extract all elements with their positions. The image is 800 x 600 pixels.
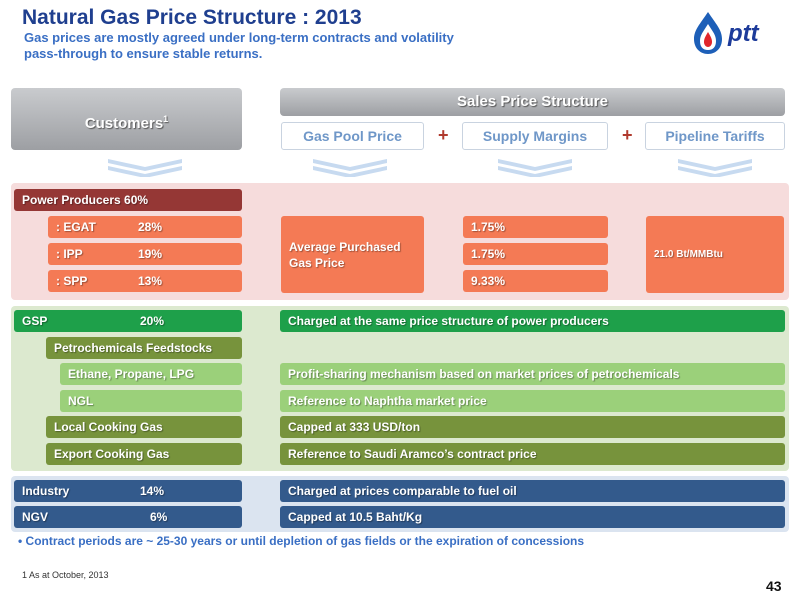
power-row-label: : SPP [56, 274, 88, 288]
footnote: 1 As at October, 2013 [22, 570, 109, 580]
pipeline-tariffs-header: Pipeline Tariffs [645, 122, 785, 150]
feedstock-ethane-desc: Profit-sharing mechanism based on market… [280, 363, 785, 385]
chevron-down-icon [313, 159, 387, 177]
power-row-pct: 13% [138, 274, 163, 288]
supply-margins-header: Supply Margins [462, 122, 608, 150]
page-title: Natural Gas Price Structure : 2013 [22, 6, 362, 29]
page-number: 43 [766, 578, 782, 594]
power-row-label: : EGAT [56, 220, 96, 234]
feedstock-ethane-propane-lpg: Ethane, Propane, LPG [60, 363, 242, 385]
ptt-logo: ptt [690, 10, 782, 56]
page-subtitle: Gas prices are mostly agreed under long-… [24, 30, 454, 61]
local-cooking-gas: Local Cooking Gas [46, 416, 242, 438]
bullet-icon: • [18, 534, 26, 548]
sales-price-structure-header: Sales Price Structure [280, 88, 785, 116]
petrochemicals-feedstocks: Petrochemicals Feedstocks [46, 337, 242, 359]
export-cooking-gas-desc: Reference to Saudi Aramco’s contract pri… [280, 443, 785, 465]
power-row-egat: : EGAT 28% [48, 216, 242, 238]
local-cooking-gas-desc: Capped at 333 USD/ton [280, 416, 785, 438]
ngv-pct: 6% [150, 510, 168, 524]
feedstock-ngl: NGL [60, 390, 242, 412]
plus-sign-2: + [622, 125, 633, 145]
chevron-down-icon [108, 159, 182, 177]
industry-row: Industry 14% [14, 480, 242, 502]
customers-footnote-mark: 1 [163, 114, 169, 124]
chevron-down-icon [678, 159, 752, 177]
ptt-flame-logo-icon [694, 12, 722, 54]
power-row-spp: : SPP 13% [48, 270, 242, 292]
customers-header-label: Customers [84, 115, 164, 132]
chevron-down-icon [498, 159, 572, 177]
power-row-pct: 28% [138, 220, 163, 234]
ngv-label: NGV [22, 510, 49, 524]
plus-sign-1: + [438, 125, 449, 145]
bullet-text: Contract periods are ~ 25-30 years or un… [25, 534, 585, 548]
gsp-pct: 20% [140, 314, 165, 328]
power-row-label: : IPP [56, 247, 83, 261]
supply-margin-ipp: 1.75% [463, 243, 608, 265]
power-producers-header: Power Producers 60% [14, 189, 242, 211]
ngv-desc: Capped at 10.5 Baht/Kg [280, 506, 785, 528]
gsp-desc: Charged at the same price structure of p… [280, 310, 785, 332]
power-row-pct: 19% [138, 247, 163, 261]
logo-text: ptt [728, 20, 759, 47]
ngv-row: NGV 6% [14, 506, 242, 528]
industry-label: Industry [22, 484, 70, 498]
supply-margin-spp: 9.33% [463, 270, 608, 292]
supply-margin-egat: 1.75% [463, 216, 608, 238]
industry-desc: Charged at prices comparable to fuel oil [280, 480, 785, 502]
customers-header: Customers1 [11, 88, 242, 150]
average-purchased-gas-price: Average Purchased Gas Price [281, 216, 424, 293]
gsp-label: GSP [22, 314, 48, 328]
power-row-ipp: : IPP 19% [48, 243, 242, 265]
pipeline-tariff-value: 21.0 Bt/MMBtu [646, 216, 784, 293]
gsp-row: GSP 20% [14, 310, 242, 332]
contract-period-bullet: • Contract periods are ~ 25-30 years or … [18, 534, 584, 548]
gas-pool-price-header: Gas Pool Price [281, 122, 424, 150]
feedstock-ngl-desc: Reference to Naphtha market price [280, 390, 785, 412]
export-cooking-gas: Export Cooking Gas [46, 443, 242, 465]
industry-pct: 14% [140, 484, 165, 498]
